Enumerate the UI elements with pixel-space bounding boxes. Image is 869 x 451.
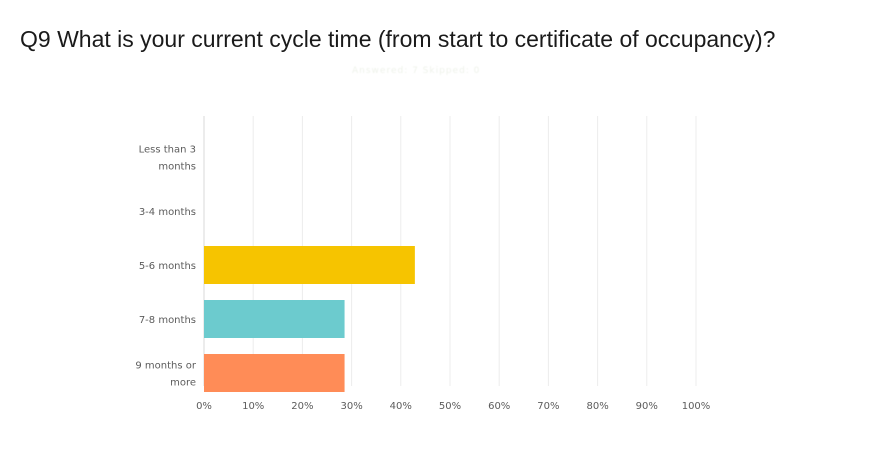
bar: [204, 300, 345, 338]
category-label: months: [158, 162, 196, 173]
bar: [204, 354, 345, 392]
x-tick-label: 10%: [242, 401, 264, 412]
category-label: 3-4 months: [139, 207, 196, 218]
x-tick-label: 100%: [682, 401, 711, 412]
category-label: Less than 3: [139, 145, 196, 156]
x-tick-label: 0%: [196, 401, 212, 412]
x-tick-label: 30%: [340, 401, 362, 412]
question-title: Q9 What is your current cycle time (from…: [20, 26, 776, 52]
x-tick-label: 40%: [390, 401, 412, 412]
x-tick-label: 50%: [439, 401, 461, 412]
category-label: 5-6 months: [139, 261, 196, 272]
x-tick-label: 90%: [636, 401, 658, 412]
x-tick-label: 60%: [488, 401, 510, 412]
response-count: Answered: 7 Skipped: 0: [352, 66, 481, 76]
category-label: 9 months or: [135, 361, 197, 372]
x-tick-label: 80%: [586, 401, 608, 412]
category-label: 7-8 months: [139, 315, 196, 326]
x-tick-label: 20%: [291, 401, 313, 412]
bar: [204, 246, 415, 284]
category-label: more: [170, 378, 196, 389]
x-tick-label: 70%: [537, 401, 559, 412]
